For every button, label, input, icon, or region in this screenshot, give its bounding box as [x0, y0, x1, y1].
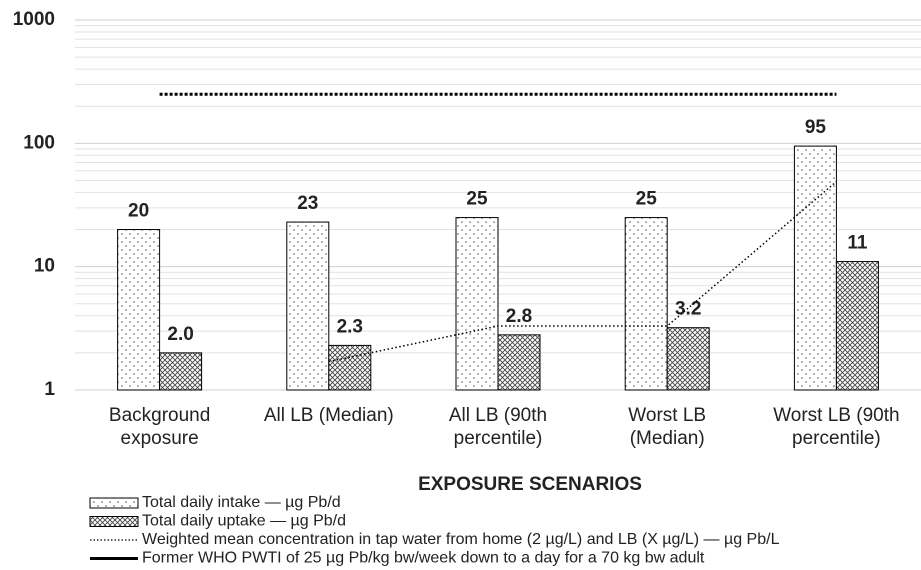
- x-tick-label: All LB (90th percentile): [448, 405, 548, 449]
- value-label: 20: [128, 201, 149, 222]
- x-tick-label: All LB (Median): [263, 405, 394, 426]
- bar: [328, 344, 372, 391]
- y-tick-label: 100: [23, 132, 55, 153]
- value-label: 11: [847, 233, 868, 254]
- value-label: 2.0: [167, 324, 193, 345]
- legend-swatch: [89, 497, 139, 509]
- legend-swatch: [89, 516, 139, 527]
- x-tick-label: Worst LB (Median): [628, 405, 707, 449]
- bar: [159, 352, 203, 391]
- value-label: 95: [805, 117, 827, 138]
- bar: [497, 334, 541, 391]
- value-label: 25: [636, 189, 658, 210]
- legend-label: Former WHO PWTI of 25 µg Pb/kg bw/week d…: [142, 550, 705, 567]
- y-tick-label: 1: [44, 379, 55, 400]
- bar: [117, 229, 161, 391]
- bar: [624, 217, 668, 391]
- legend-label: Total daily intake — µg Pb/d: [142, 494, 341, 511]
- legend-label: Weighted mean concentration in tap water…: [142, 531, 780, 548]
- value-label: 2.8: [506, 306, 532, 327]
- bar: [286, 221, 330, 391]
- value-label: 25: [466, 189, 488, 210]
- y-tick-label: 10: [34, 256, 55, 277]
- line: [328, 180, 837, 363]
- bar: [835, 261, 879, 391]
- bar: [455, 217, 499, 391]
- x-tick-label: Background exposure: [108, 405, 211, 449]
- x-tick-label: Worst LB (90th percentile): [773, 405, 900, 449]
- bar: [666, 327, 710, 391]
- value-label: 2.3: [337, 316, 363, 337]
- value-label: 23: [297, 193, 318, 214]
- legend-label: Total daily uptake — µg Pb/d: [142, 513, 346, 530]
- bar: [793, 145, 837, 391]
- y-tick-label: 1000: [13, 9, 55, 30]
- x-axis-title: EXPOSURE SCENARIOS: [418, 474, 642, 495]
